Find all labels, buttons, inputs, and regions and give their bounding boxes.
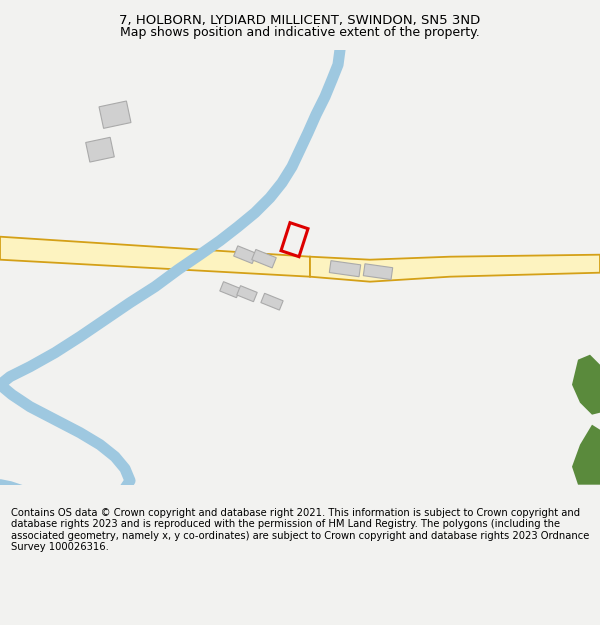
Polygon shape [329, 261, 361, 277]
Polygon shape [233, 246, 256, 264]
Polygon shape [0, 237, 310, 277]
Polygon shape [364, 264, 392, 279]
Polygon shape [572, 355, 600, 415]
Polygon shape [261, 293, 283, 310]
Polygon shape [99, 101, 131, 128]
Polygon shape [237, 286, 257, 302]
Text: Map shows position and indicative extent of the property.: Map shows position and indicative extent… [120, 26, 480, 39]
Polygon shape [310, 255, 600, 282]
Polygon shape [220, 282, 240, 298]
Text: 7, HOLBORN, LYDIARD MILLICENT, SWINDON, SN5 3ND: 7, HOLBORN, LYDIARD MILLICENT, SWINDON, … [119, 14, 481, 27]
Polygon shape [572, 425, 600, 485]
Polygon shape [86, 138, 115, 162]
Polygon shape [252, 249, 276, 268]
Text: Contains OS data © Crown copyright and database right 2021. This information is : Contains OS data © Crown copyright and d… [11, 508, 589, 552]
